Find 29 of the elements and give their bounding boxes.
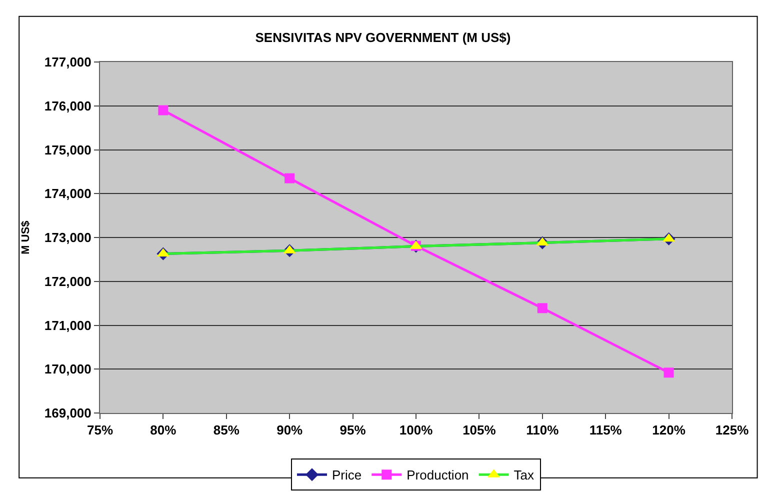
y-tick-label: 172,000 bbox=[44, 274, 92, 289]
y-tick-label: 171,000 bbox=[44, 318, 92, 333]
legend-label: Production bbox=[406, 468, 469, 483]
point bbox=[284, 173, 295, 184]
y-tick-label: 174,000 bbox=[44, 186, 92, 202]
x-tick-label: 90% bbox=[276, 422, 304, 438]
x-tick-label: 75% bbox=[86, 422, 114, 438]
y-tick-label: 170,000 bbox=[44, 362, 92, 377]
point bbox=[664, 368, 674, 378]
y-tick-label: 175,000 bbox=[44, 142, 92, 158]
x-tick-label: 115% bbox=[589, 422, 622, 438]
y-tick-label: 173,000 bbox=[44, 230, 92, 246]
x-tick-label: 80% bbox=[150, 422, 177, 438]
legend-label: Price bbox=[332, 468, 362, 483]
x-tick-label: 125% bbox=[715, 422, 750, 438]
x-tick-label: 85% bbox=[213, 422, 240, 438]
x-tick-label: 95% bbox=[340, 422, 366, 438]
chart-title: SENSIVITAS NPV GOVERNMENT (M US$) bbox=[255, 30, 511, 45]
point bbox=[158, 105, 168, 116]
point bbox=[537, 303, 548, 314]
y-tick-label: 169,000 bbox=[44, 406, 92, 421]
x-tick-label: 110% bbox=[526, 422, 560, 438]
x-tick-label: 105% bbox=[462, 422, 496, 438]
x-tick-label: 120% bbox=[652, 422, 686, 438]
y-tick-label: 177,000 bbox=[44, 54, 92, 70]
y-axis-title: M US$ bbox=[20, 220, 32, 254]
x-tick-label: 100% bbox=[399, 422, 434, 438]
y-tick-label: 176,000 bbox=[44, 98, 92, 114]
legend-label: Tax bbox=[514, 468, 535, 483]
